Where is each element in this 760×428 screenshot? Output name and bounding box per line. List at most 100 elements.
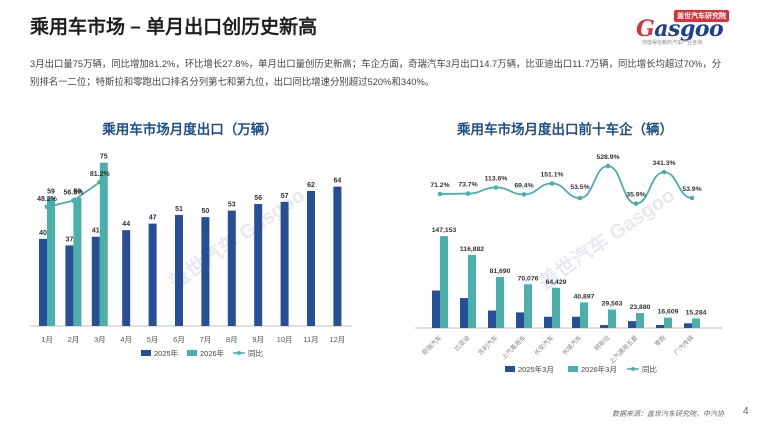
bar-2026-03 <box>580 302 588 328</box>
bar-2025 <box>65 245 74 326</box>
yoy-point <box>71 198 76 204</box>
x-tick-label: 8月 <box>226 335 238 344</box>
summary-text: 3月出口量75万辆，同比增加81.2%，环比增长27.8%，单月出口量创历史新高… <box>30 55 745 91</box>
bar-2025-03 <box>628 321 636 328</box>
x-tick-label: 奇瑞汽车 <box>420 334 443 357</box>
bar-value-label: 29,563 <box>602 301 623 308</box>
bar-2025 <box>91 236 100 326</box>
x-tick-label: 吉利汽车 <box>476 334 499 357</box>
bar-2025-03 <box>600 325 608 328</box>
x-tick-label: 5月 <box>147 335 159 344</box>
data-source: 数据来源：盖世汽车研究院，中汽协 <box>612 411 724 418</box>
yoy-label: 56.5% <box>63 190 84 197</box>
legend-swatch <box>568 366 578 372</box>
yoy-point <box>577 195 583 201</box>
bar-2026 <box>47 197 55 326</box>
yoy-label: 528.9% <box>596 154 619 161</box>
bar-2026-03 <box>552 287 560 328</box>
page-title: 乘用车市场 – 单月出口创历史新高 <box>30 17 318 38</box>
bar-value-label: 41 <box>92 228 100 235</box>
bar-2025 <box>201 217 210 326</box>
legend-label: 2026年 <box>200 348 225 358</box>
x-tick-label: 长城汽车 <box>560 334 583 357</box>
yoy-point <box>97 179 103 185</box>
bar-2025-03 <box>460 298 468 328</box>
yoy-point <box>437 191 443 197</box>
logo-top-label: 盖世汽车研究院 <box>674 10 729 22</box>
bar-2026-03 <box>496 277 504 328</box>
logo-subtitle: 你值得信赖的汽车产业咨询 <box>642 40 703 46</box>
x-tick-label: 4月 <box>120 335 132 344</box>
yoy-label: 53.5% <box>570 184 589 191</box>
legend-swatch <box>631 367 635 371</box>
bar-2026-03 <box>664 317 672 328</box>
bar-value-label: 59 <box>47 189 55 196</box>
bar-value-label: 70,076 <box>518 275 539 282</box>
bar-value-label: 15,284 <box>686 309 707 316</box>
yoy-point <box>633 201 639 206</box>
bar-value-label: 47 <box>149 215 157 222</box>
bar-2025 <box>175 214 183 326</box>
bar-2026-03 <box>468 255 476 328</box>
bar-2026-03 <box>692 318 700 328</box>
bar-value-label: 56 <box>254 195 262 202</box>
bar-2026-03 <box>524 284 532 328</box>
legend-swatch <box>505 366 515 372</box>
x-tick-label: 7月 <box>200 335 212 344</box>
bar-2025 <box>122 230 131 326</box>
bar-2026-03 <box>636 313 644 328</box>
x-tick-label: 10月 <box>277 335 293 344</box>
x-tick-label: 1月 <box>41 335 53 344</box>
page-number: 4 <box>743 406 749 417</box>
bar-2025-03 <box>516 312 524 328</box>
bar-2025-03 <box>572 316 580 328</box>
bar-value-label: 64,429 <box>546 279 567 286</box>
bar-value-label: 59 <box>74 189 82 196</box>
bar-2025 <box>148 223 157 326</box>
bar-value-label: 37 <box>66 236 74 243</box>
legend-label: 2026年3月 <box>581 364 617 374</box>
bar-value-label: 44 <box>122 221 130 228</box>
yoy-label: 113.6% <box>485 176 508 183</box>
yoy-label: 71.2% <box>430 182 449 189</box>
bar-value-label: 62 <box>307 182 315 189</box>
bar-2025 <box>307 190 315 326</box>
legend-label: 2025年3月 <box>518 364 554 374</box>
yoy-point <box>44 204 50 210</box>
bar-value-label: 147,153 <box>432 227 457 234</box>
bar-2026-03 <box>608 309 616 328</box>
chart-title: 乘用车市场月度出口前十车企（辆） <box>456 121 673 137</box>
yoy-label: 341.3% <box>652 160 675 167</box>
bar-value-label: 51 <box>175 206 183 213</box>
bar-value-label: 40,897 <box>574 293 595 300</box>
x-tick-label: 比亚迪 <box>453 334 472 353</box>
bar-2025-03 <box>684 323 692 328</box>
x-tick-label: 上汽通用五菱 <box>608 334 640 366</box>
bar-value-label: 16,609 <box>658 309 679 316</box>
bar-2025 <box>39 238 47 326</box>
yoy-line <box>439 165 693 205</box>
legend-swatch <box>141 350 151 356</box>
bar-2025 <box>227 210 236 326</box>
yoy-label: 53.9% <box>682 186 701 193</box>
bar-value-label: 116,882 <box>460 246 484 253</box>
bar-2025-03 <box>432 290 440 328</box>
bar-2026-03 <box>440 236 448 328</box>
bar-2026 <box>73 197 82 326</box>
bar-value-label: 23,880 <box>630 304 651 311</box>
x-tick-label: 特斯拉 <box>593 334 612 353</box>
bar-value-label: 81,690 <box>490 268 511 275</box>
bar-2026 <box>99 162 108 326</box>
watermark: 盖世汽车 Gasgoo <box>534 183 679 294</box>
bar-value-label: 64 <box>334 178 342 185</box>
yoy-label: 73.7% <box>458 182 477 189</box>
bar-2025 <box>254 204 263 326</box>
legend-swatch <box>187 350 197 356</box>
legend-label: 2025年 <box>154 348 179 358</box>
bar-value-label: 50 <box>202 208 210 215</box>
yoy-point <box>465 191 471 196</box>
yoy-point <box>549 181 555 186</box>
legend-label: 同比 <box>248 348 263 358</box>
legend-label: 同比 <box>642 364 657 374</box>
chart-title: 乘用车市场月度出口（万辆） <box>101 121 278 137</box>
